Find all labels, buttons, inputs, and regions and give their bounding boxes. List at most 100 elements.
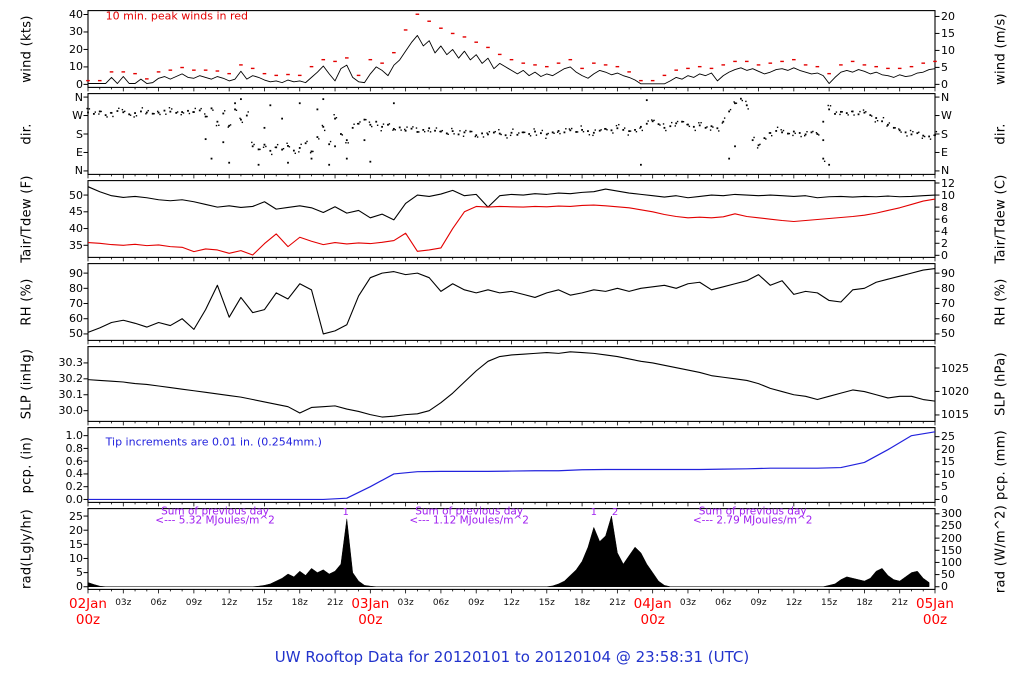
rh-ytick-right: 70 <box>941 297 955 311</box>
temp-ytick-left: 40 <box>69 222 83 236</box>
rad-ytick-right: 250 <box>941 519 962 533</box>
x-tick-major-date: 02Jan <box>69 596 107 612</box>
x-tick-major-date: 04Jan <box>633 596 672 612</box>
x-tick-minor: 12z <box>785 598 802 608</box>
x-tick-minor: 15z <box>538 598 555 608</box>
x-tick-minor: 21z <box>326 598 344 608</box>
pcp-annotation: Tip increments are 0.01 in. (0.254mm.) <box>105 435 322 449</box>
x-tick-minor: 06z <box>150 598 167 608</box>
rh-ytick-left: 70 <box>69 297 83 311</box>
pcp-ytick-right: 0 <box>941 492 948 506</box>
x-tick-minor: 15z <box>256 598 273 608</box>
pcp-ytick-left: 0.2 <box>65 480 84 494</box>
rh-ytick-left: 80 <box>69 281 83 295</box>
x-tick-major-hour: 00z <box>75 612 101 628</box>
rad-annotation: 1 <box>590 506 598 518</box>
dir-right-axis-label: dir. <box>993 123 1009 145</box>
slp-ytick-right: 1020 <box>941 384 969 398</box>
rh-ytick-right: 60 <box>941 312 955 326</box>
rad-annotation: Sum of previous day <box>698 505 807 518</box>
dir-ytick-right: E <box>941 145 948 159</box>
wind-ytick-left: 20 <box>69 42 83 56</box>
rad-annotation: <--- 1.12 MJoules/m^2 <box>409 514 529 527</box>
humidity-plot <box>83 263 940 345</box>
temp-ytick-right: 6 <box>941 212 948 226</box>
rh-ytick-left: 90 <box>69 266 83 280</box>
x-tick-minor: 06z <box>715 598 732 608</box>
x-tick-minor: 09z <box>185 598 202 608</box>
x-tick-major-hour: 00z <box>640 612 665 628</box>
rad-annotation: 1 <box>342 506 349 518</box>
rad-ytick-left: 10 <box>69 551 83 565</box>
radiation-plot <box>83 508 940 594</box>
rad-annotation: <--- 5.32 MJoules/m^2 <box>155 514 275 527</box>
slp-right-axis-label: SLP (hPa) <box>993 352 1009 416</box>
temp-ytick-right: 10 <box>941 188 955 202</box>
dir-ytick-left: N <box>74 90 83 104</box>
x-tick-minor: 03z <box>679 598 697 608</box>
rad-ytick-left: 20 <box>69 523 83 537</box>
temperature-plot <box>83 180 940 262</box>
wind-ytick-left: 10 <box>69 60 83 74</box>
slp-ytick-left: 30.3 <box>58 356 84 370</box>
x-tick-minor: 09z <box>468 598 485 608</box>
rh-ytick-left: 60 <box>69 312 83 326</box>
pcp-ytick-right: 15 <box>941 455 955 469</box>
dir-ytick-right: S <box>941 127 948 141</box>
x-tick-major-hour: 00z <box>922 612 948 628</box>
pcp-ytick-left: 0.0 <box>65 492 84 506</box>
rh-ytick-right: 80 <box>941 281 955 295</box>
x-tick-minor: 12z <box>221 598 238 608</box>
pcp-ytick-left: 0.8 <box>65 441 84 455</box>
wind-ytick-right: 15 <box>941 26 955 40</box>
rad-right-axis-label: rad (W/m^2) <box>993 504 1009 594</box>
temp-ytick-right: 0 <box>941 248 948 262</box>
slp-ytick-left: 30.2 <box>58 372 84 386</box>
rad-annotation: Sum of previous day <box>161 505 269 518</box>
temp-ytick-left: 45 <box>69 205 83 219</box>
temp-ytick-right: 8 <box>941 200 948 214</box>
x-tick-minor: 03z <box>397 598 414 608</box>
dir-ytick-right: N <box>941 90 950 104</box>
pressure-plot <box>83 346 940 426</box>
direction-plot <box>83 93 940 179</box>
x-tick-minor: 18z <box>291 598 308 608</box>
dir-ytick-left: N <box>74 164 83 178</box>
rad-ytick-left: 0 <box>76 580 83 594</box>
rad-ytick-right: 50 <box>941 568 955 582</box>
x-tick-minor: 09z <box>750 598 767 608</box>
rad-annotation: Sum of previous day <box>415 505 524 518</box>
rh-ytick-left: 50 <box>69 327 83 341</box>
x-tick-minor: 21z <box>609 598 626 608</box>
figure-title: UW Rooftop Data for 20120101 to 20120104… <box>274 648 750 666</box>
rh-ytick-right: 90 <box>941 266 955 280</box>
temp-ytick-left: 35 <box>69 238 83 252</box>
x-tick-minor: 12z <box>503 598 520 608</box>
pcp-ytick-right: 25 <box>941 430 955 444</box>
x-tick-minor: 06z <box>432 598 449 608</box>
dir-ytick-left: S <box>76 127 83 141</box>
rad-annotation: 2 <box>611 506 619 518</box>
wind-annotation: 10 min. peak winds in red <box>105 9 249 23</box>
temp-right-axis-label: Tair/Tdew (C) <box>993 174 1009 264</box>
x-tick-minor: 15z <box>821 598 838 608</box>
pcp-ytick-right: 20 <box>941 442 955 456</box>
rh-right-axis-label: RH (%) <box>993 278 1009 326</box>
slp-ytick-right: 1015 <box>941 408 969 422</box>
wind-ytick-left: 30 <box>69 25 83 39</box>
pcp-ytick-right: 10 <box>941 467 955 481</box>
wind-right-axis-label: wind (m/s) <box>993 13 1009 85</box>
slp-ytick-right: 1025 <box>941 361 969 375</box>
rad-ytick-right: 0 <box>941 580 948 594</box>
wind-ytick-left: 0 <box>76 77 83 91</box>
pcp-right-axis-label: pcp. (mm) <box>993 429 1009 501</box>
wind-ytick-left: 40 <box>69 7 83 21</box>
rad-ytick-left: 25 <box>69 509 83 523</box>
rad-annotation: <--- 2.79 MJoules/m^2 <box>692 514 813 527</box>
wind-plot <box>83 10 940 92</box>
pcp-ytick-left: 0.6 <box>65 454 84 468</box>
rad-ytick-right: 150 <box>941 543 962 557</box>
dir-ytick-left: E <box>76 145 83 159</box>
x-tick-minor: 18z <box>573 598 591 608</box>
